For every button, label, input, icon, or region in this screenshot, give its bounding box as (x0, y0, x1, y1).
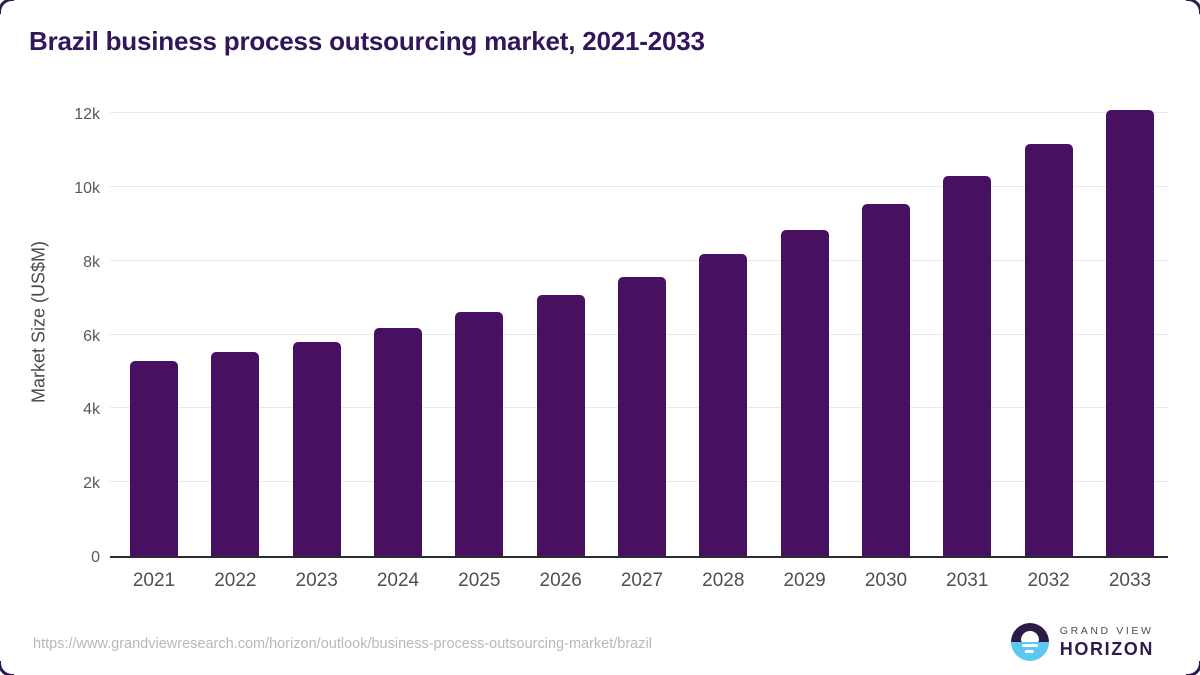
bar-2027[interactable] (617, 276, 666, 556)
y-tick-label: 4k (83, 401, 100, 419)
bar-2033[interactable] (1105, 110, 1154, 556)
logo-horizon-label: HORIZON (1059, 638, 1154, 659)
y-tick-label: 6k (83, 327, 100, 345)
x-tick-label-2031: 2031 (946, 570, 989, 591)
x-tick-label-2026: 2026 (539, 570, 582, 591)
bar-2025[interactable] (455, 312, 504, 556)
bar-2024[interactable] (373, 327, 422, 556)
bar-2028[interactable] (699, 254, 748, 556)
y-tick-label: 12k (74, 106, 100, 123)
chart-title: Brazil business process outsourcing mark… (29, 26, 705, 56)
logo-reflection-line-1 (1021, 644, 1038, 647)
bar-2030[interactable] (861, 203, 910, 556)
y-axis-ticks: 0 2k 4k 6k 8k 10k 12k (40, 95, 100, 566)
x-tick-label-2024: 2024 (376, 570, 420, 591)
gridline-12k (110, 112, 1168, 113)
plot-area (110, 95, 1168, 558)
brand-logo: GRAND VIEW HORIZON (1010, 623, 1154, 661)
bar-2021[interactable] (130, 361, 178, 556)
gridline-10k (110, 185, 1168, 187)
logo-reflection-line-2 (1024, 650, 1034, 653)
x-tick-label-2022: 2022 (214, 570, 257, 591)
card-corner-bottom-left (0, 661, 14, 675)
y-tick-label: 10k (74, 179, 100, 197)
source-url: https://www.grandviewresearch.com/horizo… (33, 636, 652, 652)
logo-grand-view-label: GRAND VIEW (1059, 624, 1154, 637)
x-tick-label-2027: 2027 (620, 570, 664, 591)
y-tick-label: 2k (83, 475, 100, 493)
x-tick-label-2021: 2021 (132, 570, 176, 591)
x-tick-label-2032: 2032 (1027, 570, 1070, 591)
bar-2026[interactable] (536, 295, 585, 556)
y-tick-label: 0 (91, 549, 100, 566)
card-corner-top-left (0, 0, 14, 14)
x-tick-label-2029: 2029 (783, 570, 826, 591)
bar-2031[interactable] (943, 176, 992, 556)
bar-2022[interactable] (211, 351, 260, 556)
y-tick-label: 8k (83, 253, 100, 271)
x-axis-labels: 2021 2022 2023 2024 2025 2026 2027 2028 2029 2030… (110, 570, 1168, 596)
x-tick-label-2030: 2030 (864, 570, 908, 591)
logo-text: GRAND VIEW HORIZON (1060, 625, 1154, 660)
x-tick-label-2033: 2033 (1108, 570, 1152, 591)
logo-sun-shape (1020, 631, 1039, 642)
card-corner-bottom-right (1186, 661, 1200, 675)
bar-2029[interactable] (780, 230, 829, 556)
x-tick-label-2028: 2028 (702, 570, 745, 591)
card-corner-top-right (1186, 0, 1200, 14)
gridline-8k (110, 259, 1168, 261)
bar-2023[interactable] (292, 342, 341, 556)
x-tick-label-2025: 2025 (458, 570, 501, 591)
bar-2032[interactable] (1024, 144, 1073, 556)
x-tick-label-2023: 2023 (295, 570, 338, 591)
horizon-sun-icon (1010, 623, 1049, 661)
